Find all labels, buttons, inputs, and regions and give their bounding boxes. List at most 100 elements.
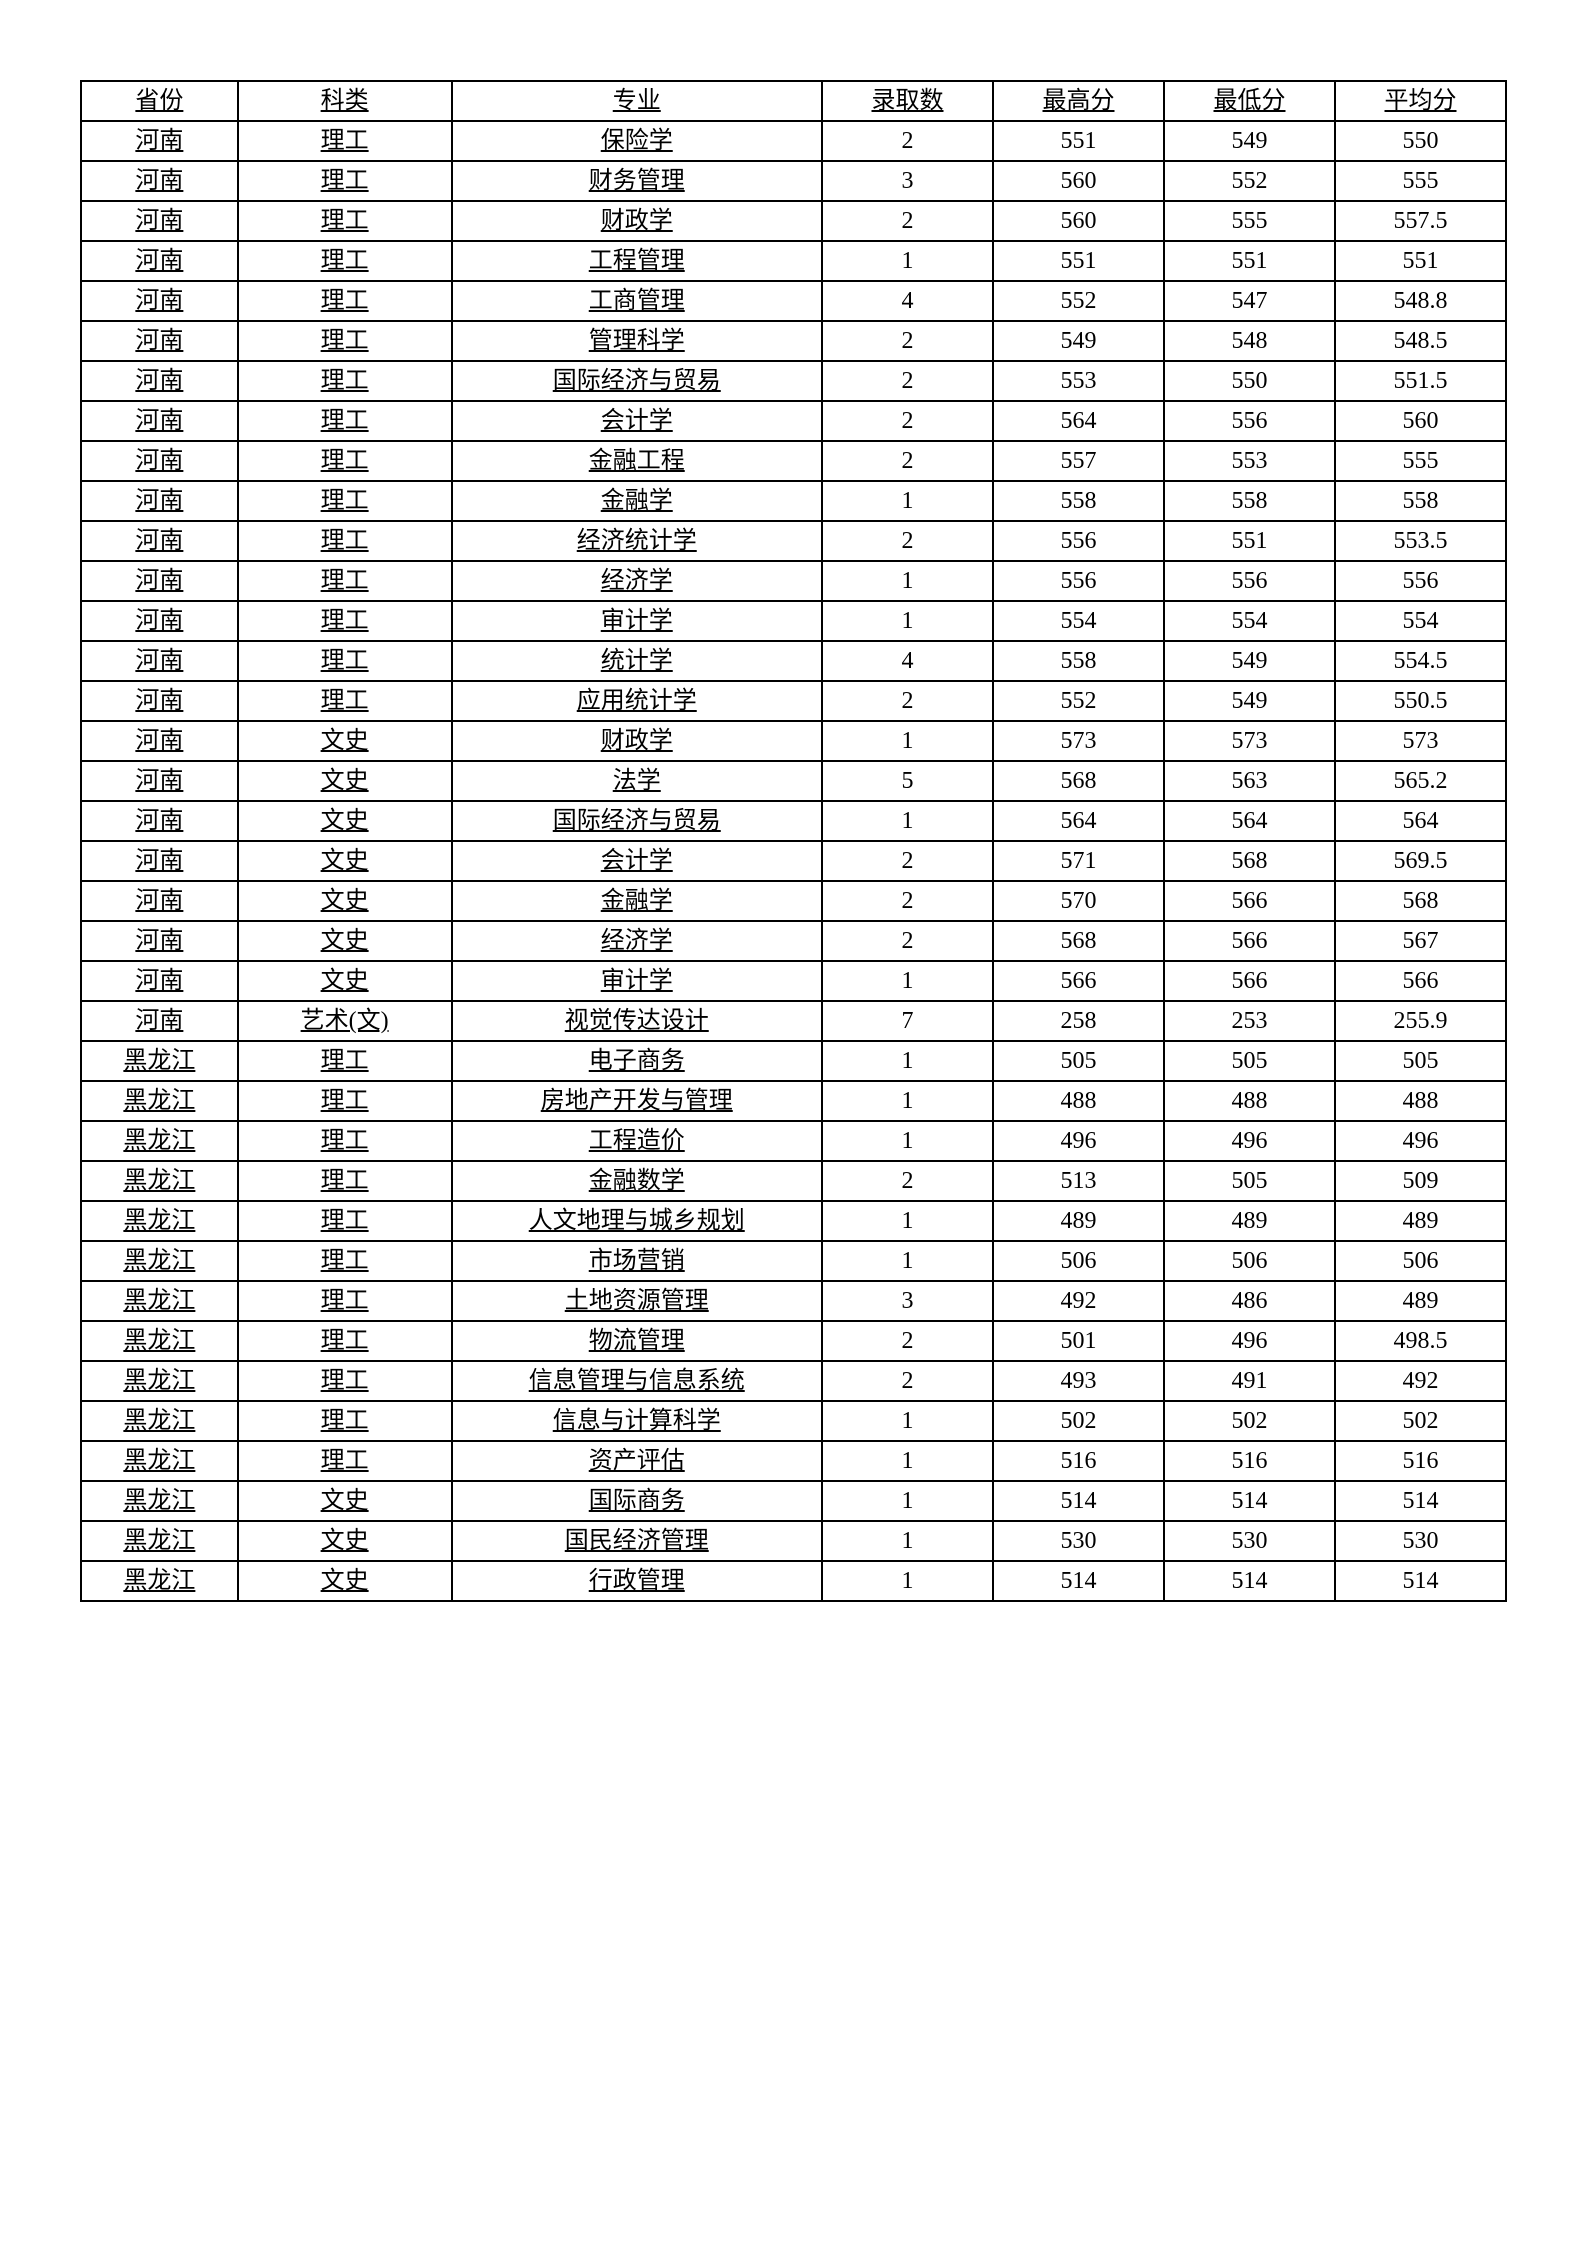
- table-cell: 552: [993, 281, 1164, 321]
- table-cell: 516: [993, 1441, 1164, 1481]
- table-cell: 河南: [81, 321, 238, 361]
- table-cell: 564: [1335, 801, 1506, 841]
- header-province: 省份: [81, 81, 238, 121]
- table-cell: 491: [1164, 1361, 1335, 1401]
- table-cell: 理工: [238, 681, 452, 721]
- table-cell: 黑龙江: [81, 1161, 238, 1201]
- table-cell: 564: [993, 401, 1164, 441]
- table-cell: 573: [1164, 721, 1335, 761]
- table-cell: 551: [1164, 521, 1335, 561]
- table-row: 黑龙江理工金融数学2513505509: [81, 1161, 1506, 1201]
- table-cell: 资产评估: [452, 1441, 823, 1481]
- table-cell: 1: [822, 1521, 993, 1561]
- table-cell: 理工: [238, 1401, 452, 1441]
- table-cell: 548.8: [1335, 281, 1506, 321]
- table-cell: 557: [993, 441, 1164, 481]
- header-min-score: 最低分: [1164, 81, 1335, 121]
- table-cell: 河南: [81, 441, 238, 481]
- table-row: 河南理工工商管理4552547548.8: [81, 281, 1506, 321]
- table-cell: 黑龙江: [81, 1401, 238, 1441]
- table-cell: 人文地理与城乡规划: [452, 1201, 823, 1241]
- table-row: 河南文史经济学2568566567: [81, 921, 1506, 961]
- table-row: 河南理工金融工程2557553555: [81, 441, 1506, 481]
- table-cell: 496: [993, 1121, 1164, 1161]
- table-row: 黑龙江理工信息管理与信息系统2493491492: [81, 1361, 1506, 1401]
- table-row: 河南理工金融学1558558558: [81, 481, 1506, 521]
- table-cell: 河南: [81, 361, 238, 401]
- table-cell: 理工: [238, 1201, 452, 1241]
- table-cell: 2: [822, 401, 993, 441]
- header-avg-score: 平均分: [1335, 81, 1506, 121]
- table-body: 河南理工保险学2551549550河南理工财务管理3560552555河南理工财…: [81, 121, 1506, 1601]
- table-cell: 河南: [81, 1001, 238, 1041]
- table-cell: 513: [993, 1161, 1164, 1201]
- table-cell: 488: [1335, 1081, 1506, 1121]
- table-cell: 房地产开发与管理: [452, 1081, 823, 1121]
- table-row: 河南理工工程管理1551551551: [81, 241, 1506, 281]
- table-row: 黑龙江理工电子商务1505505505: [81, 1041, 1506, 1081]
- table-row: 河南文史国际经济与贸易1564564564: [81, 801, 1506, 841]
- table-cell: 5: [822, 761, 993, 801]
- table-cell: 554: [1164, 601, 1335, 641]
- table-cell: 黑龙江: [81, 1441, 238, 1481]
- table-cell: 理工: [238, 1441, 452, 1481]
- table-cell: 1: [822, 1481, 993, 1521]
- table-cell: 金融学: [452, 481, 823, 521]
- table-cell: 549: [1164, 681, 1335, 721]
- table-row: 河南理工保险学2551549550: [81, 121, 1506, 161]
- table-cell: 理工: [238, 401, 452, 441]
- table-cell: 黑龙江: [81, 1361, 238, 1401]
- table-cell: 理工: [238, 1241, 452, 1281]
- table-cell: 文史: [238, 1521, 452, 1561]
- table-cell: 567: [1335, 921, 1506, 961]
- table-cell: 556: [1164, 401, 1335, 441]
- table-cell: 571: [993, 841, 1164, 881]
- table-cell: 理工: [238, 1361, 452, 1401]
- table-cell: 554: [993, 601, 1164, 641]
- table-cell: 514: [993, 1481, 1164, 1521]
- table-cell: 工程造价: [452, 1121, 823, 1161]
- table-cell: 保险学: [452, 121, 823, 161]
- table-cell: 审计学: [452, 961, 823, 1001]
- table-cell: 2: [822, 681, 993, 721]
- table-cell: 553.5: [1335, 521, 1506, 561]
- table-cell: 电子商务: [452, 1041, 823, 1081]
- table-cell: 2: [822, 361, 993, 401]
- table-cell: 551.5: [1335, 361, 1506, 401]
- table-cell: 568: [993, 761, 1164, 801]
- table-cell: 河南: [81, 681, 238, 721]
- table-cell: 560: [993, 201, 1164, 241]
- table-cell: 理工: [238, 121, 452, 161]
- table-cell: 568: [993, 921, 1164, 961]
- table-cell: 488: [1164, 1081, 1335, 1121]
- table-row: 河南理工经济统计学2556551553.5: [81, 521, 1506, 561]
- table-cell: 489: [1164, 1201, 1335, 1241]
- table-cell: 551: [1335, 241, 1506, 281]
- table-row: 黑龙江理工信息与计算科学1502502502: [81, 1401, 1506, 1441]
- table-cell: 502: [1164, 1401, 1335, 1441]
- table-row: 河南文史财政学1573573573: [81, 721, 1506, 761]
- table-cell: 514: [1335, 1481, 1506, 1521]
- table-cell: 549: [1164, 641, 1335, 681]
- table-cell: 理工: [238, 321, 452, 361]
- table-cell: 理工: [238, 1121, 452, 1161]
- table-cell: 法学: [452, 761, 823, 801]
- table-row: 河南理工管理科学2549548548.5: [81, 321, 1506, 361]
- table-cell: 1: [822, 1041, 993, 1081]
- table-cell: 564: [1164, 801, 1335, 841]
- table-cell: 564: [993, 801, 1164, 841]
- table-cell: 489: [1335, 1281, 1506, 1321]
- table-cell: 信息管理与信息系统: [452, 1361, 823, 1401]
- table-cell: 理工: [238, 201, 452, 241]
- table-cell: 2: [822, 1321, 993, 1361]
- table-cell: 工程管理: [452, 241, 823, 281]
- table-row: 河南艺术(文)视觉传达设计7258253255.9: [81, 1001, 1506, 1041]
- table-cell: 文史: [238, 921, 452, 961]
- table-cell: 河南: [81, 561, 238, 601]
- table-cell: 1: [822, 721, 993, 761]
- table-cell: 550: [1164, 361, 1335, 401]
- table-cell: 文史: [238, 761, 452, 801]
- table-cell: 理工: [238, 281, 452, 321]
- header-major: 专业: [452, 81, 823, 121]
- table-row: 黑龙江理工物流管理2501496498.5: [81, 1321, 1506, 1361]
